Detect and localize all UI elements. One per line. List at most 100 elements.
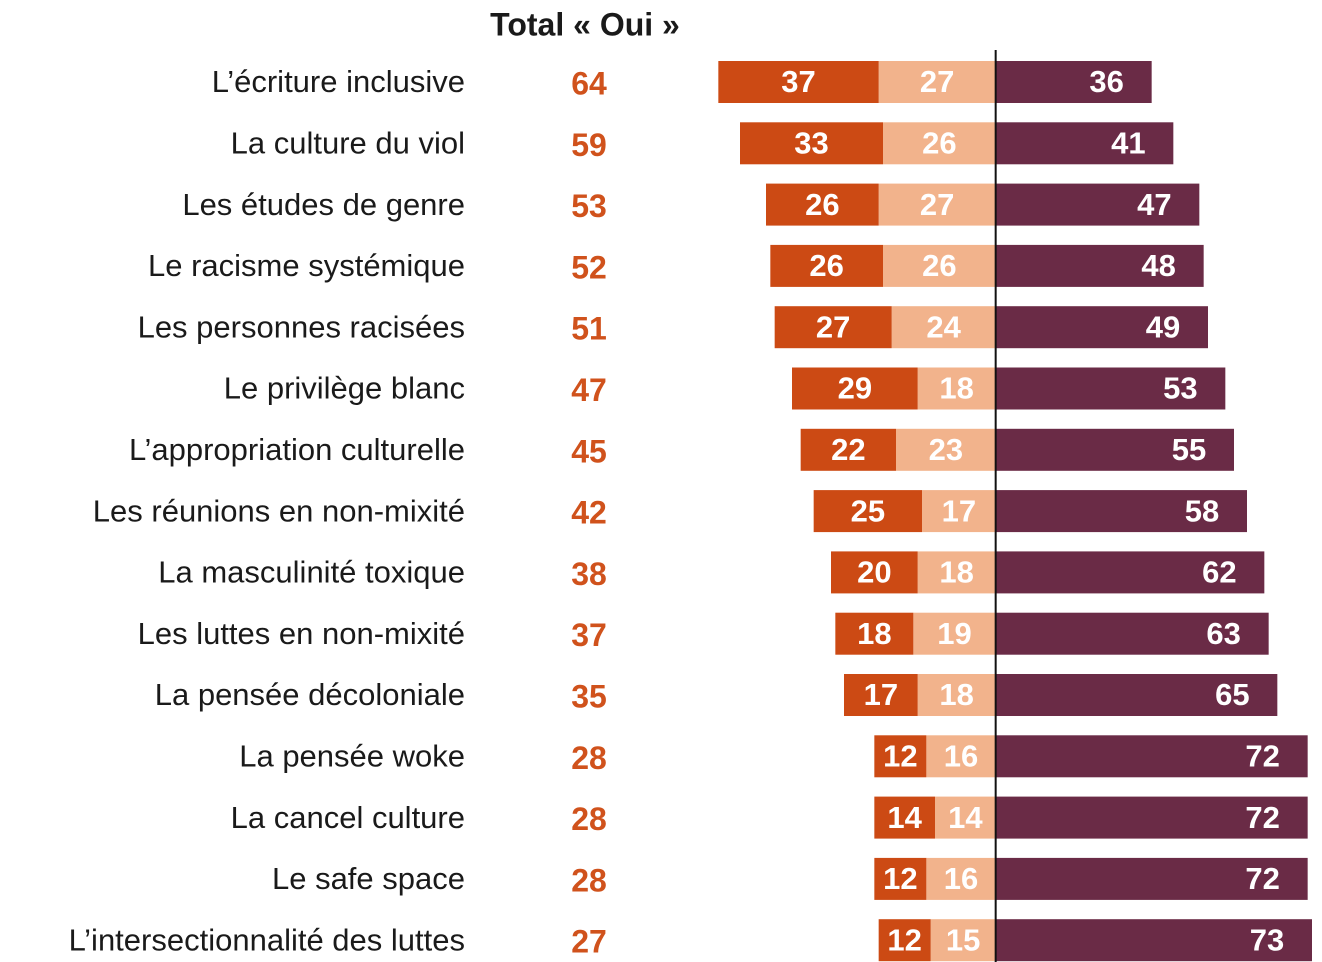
bar-segment xyxy=(926,857,996,900)
bar-segment xyxy=(995,428,1234,471)
bar-segment xyxy=(844,674,918,716)
bar-segment xyxy=(995,490,1247,533)
bar-segment xyxy=(922,490,996,533)
category-label: L’écriture inclusive xyxy=(212,64,465,99)
bar-segment xyxy=(917,367,996,410)
total-label: 51 xyxy=(571,311,607,347)
segment-label: 27 xyxy=(920,187,954,222)
segment-label: 72 xyxy=(1245,800,1279,835)
segment-label: 14 xyxy=(887,800,922,835)
segment-label: 53 xyxy=(1163,371,1197,406)
category-label: L’appropriation culturelle xyxy=(129,432,465,467)
segment-label: 19 xyxy=(937,616,971,651)
segment-label: 26 xyxy=(922,248,956,283)
bar-segment xyxy=(995,857,1308,900)
total-label: 28 xyxy=(571,740,607,776)
bar-segment xyxy=(930,919,996,962)
segment-label: 27 xyxy=(816,309,850,344)
total-label: 59 xyxy=(571,127,607,163)
bar-segment xyxy=(883,244,996,287)
segment-label: 55 xyxy=(1172,432,1206,467)
segment-label: 24 xyxy=(926,309,961,344)
segment-label: 25 xyxy=(851,493,885,528)
bar-segment xyxy=(878,61,996,103)
segment-label: 37 xyxy=(781,64,815,99)
segment-label: 26 xyxy=(809,248,843,283)
segment-label: 63 xyxy=(1206,616,1240,651)
bar-segment xyxy=(874,857,927,900)
bar-segment xyxy=(792,367,918,410)
category-label: Le safe space xyxy=(272,861,465,896)
segment-label: 18 xyxy=(939,555,973,590)
segment-label: 26 xyxy=(922,125,956,160)
segment-label: 73 xyxy=(1250,922,1284,957)
bar-segment xyxy=(995,674,1278,716)
totals-header: Total « Oui » xyxy=(490,6,680,42)
segment-label: 22 xyxy=(831,432,865,467)
total-label: 52 xyxy=(571,249,607,285)
category-label: La pensée woke xyxy=(239,738,465,773)
category-label: L’intersectionnalité des luttes xyxy=(69,922,465,957)
bar-segment xyxy=(995,551,1265,594)
bar-segment xyxy=(891,306,996,349)
segment-label: 48 xyxy=(1141,248,1175,283)
category-label: Les personnes racisées xyxy=(138,309,465,344)
total-label: 47 xyxy=(571,372,607,408)
total-label: 64 xyxy=(571,65,607,101)
segment-label: 26 xyxy=(805,187,839,222)
bar-segment xyxy=(883,122,996,165)
total-label: 35 xyxy=(571,678,607,714)
segment-label: 16 xyxy=(944,738,978,773)
segment-label: 17 xyxy=(942,493,976,528)
segment-label: 49 xyxy=(1146,309,1180,344)
segment-label: 12 xyxy=(887,922,921,957)
bar-segment xyxy=(740,122,883,165)
segment-label: 41 xyxy=(1111,125,1145,160)
bar-segment xyxy=(995,735,1308,778)
bar-segment xyxy=(774,306,892,349)
bar-segment xyxy=(995,367,1226,410)
total-label: 53 xyxy=(571,188,607,224)
category-label: Le privilège blanc xyxy=(224,371,465,406)
bar-segment xyxy=(926,735,996,778)
bar-segment xyxy=(770,244,883,287)
bar-segment xyxy=(766,183,879,226)
total-label: 37 xyxy=(571,617,607,653)
segment-label: 16 xyxy=(944,861,978,896)
bar-segment xyxy=(878,183,996,226)
segment-label: 20 xyxy=(857,555,891,590)
total-label: 27 xyxy=(571,924,607,960)
segment-label: 12 xyxy=(883,738,917,773)
category-label: La masculinité toxique xyxy=(158,555,465,590)
bar-segment xyxy=(835,612,914,655)
segment-label: 72 xyxy=(1245,738,1279,773)
total-label: 28 xyxy=(571,801,607,837)
bar-segment xyxy=(935,796,996,839)
bar-segment xyxy=(874,735,927,778)
total-label: 42 xyxy=(571,495,607,531)
bar-segment xyxy=(878,919,931,962)
bar-segment xyxy=(995,612,1269,655)
bar-segment xyxy=(813,490,922,533)
category-label: Les études de genre xyxy=(182,187,465,222)
bar-segment xyxy=(995,183,1200,226)
bar-segment xyxy=(800,428,896,471)
segment-label: 17 xyxy=(864,677,898,712)
segment-label: 65 xyxy=(1215,677,1249,712)
total-label: 45 xyxy=(571,433,607,469)
category-label: La culture du viol xyxy=(231,125,465,160)
bar-segment xyxy=(995,61,1152,103)
bar-segment xyxy=(913,612,996,655)
segment-label: 62 xyxy=(1202,555,1236,590)
bar-segment xyxy=(995,244,1204,287)
segment-label: 18 xyxy=(939,677,973,712)
bar-segment xyxy=(917,551,996,594)
category-label: La cancel culture xyxy=(231,800,465,835)
segment-label: 47 xyxy=(1137,187,1171,222)
segment-label: 14 xyxy=(948,800,983,835)
bar-segment xyxy=(995,919,1312,962)
bar-segment xyxy=(831,551,918,594)
segment-label: 18 xyxy=(939,371,973,406)
category-label: Les luttes en non-mixité xyxy=(138,616,465,651)
